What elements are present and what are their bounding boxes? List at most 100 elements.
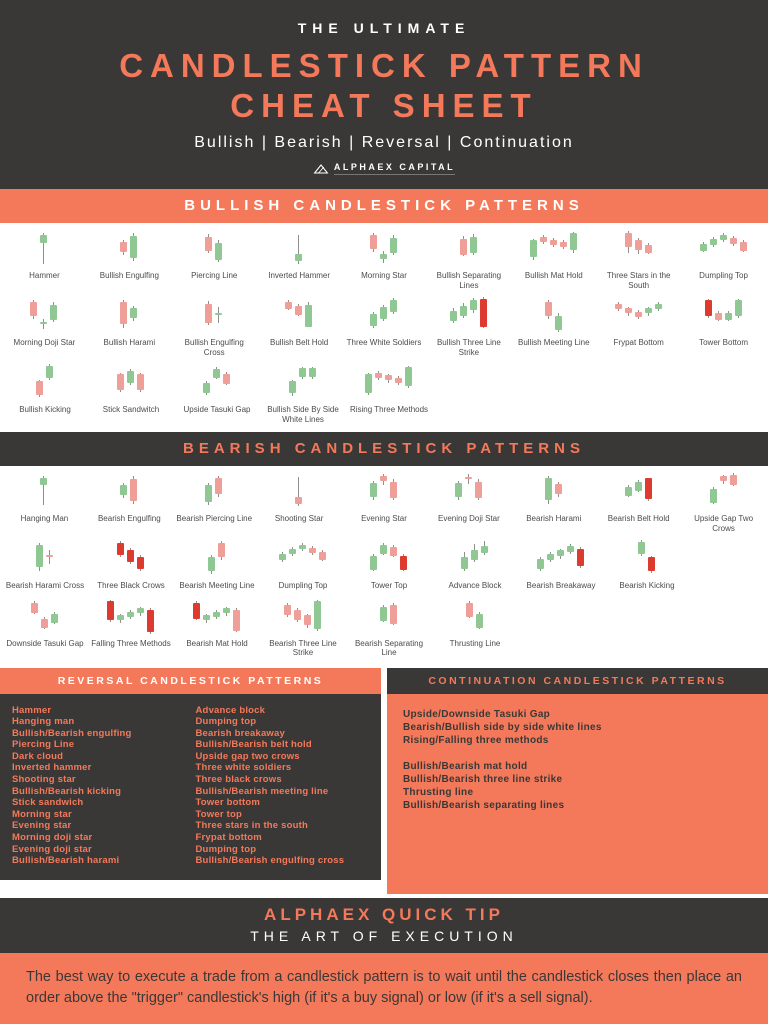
header-kicker: THE ULTIMATE — [297, 20, 471, 36]
candlestick-drawing — [465, 598, 485, 636]
pattern-cell: Shooting Star — [257, 470, 342, 537]
alphaex-logo: ALPHAEX CAPITAL — [0, 162, 768, 175]
list-item: Morning doji star — [12, 832, 93, 844]
pattern-cell: Thrusting Line — [432, 595, 518, 662]
pattern-cell: Rising Three Methods — [346, 361, 432, 428]
pattern-type-lists: REVERSAL CANDLESTICK PATTERNS Hammer Hang… — [0, 665, 768, 894]
pattern-cell: Bearish Three Line Strike — [260, 595, 346, 662]
pattern-cell: Stick Sandwitch — [88, 361, 174, 428]
reversal-panel-title: REVERSAL CANDLESTICK PATTERNS — [0, 667, 381, 694]
pattern-label: Three Stars in the South — [606, 271, 671, 290]
continuation-panel: CONTINUATION CANDLESTICK PATTERNS Upside… — [387, 667, 768, 894]
pattern-label: Upside Gap Two Crows — [694, 514, 754, 533]
continuation-panel-body: Upside/Downside Tasuki Gap Bearish/Bullis… — [387, 693, 768, 894]
pattern-cell: Three White Soldiers — [342, 294, 427, 361]
pattern-cell: Three Stars in the South — [596, 227, 681, 294]
pattern-label: Tower Top — [370, 581, 408, 590]
candlestick-drawing — [202, 364, 232, 402]
list-item: Three black crows — [195, 774, 282, 786]
triangle-logo-icon — [313, 163, 329, 175]
candlestick-drawing — [204, 473, 224, 511]
bearish-patterns-grid: Hanging Man Bearish Engulfing Bearish Pier… — [0, 466, 768, 666]
list-item: Bullish/Bearish kicking — [12, 785, 122, 797]
pattern-label: Bearish Three Line Strike — [269, 638, 337, 658]
pattern-cell: Evening Doji Star — [426, 470, 511, 537]
pattern-cell: Bullish Engulfing Cross — [172, 294, 257, 361]
pattern-cell: Downside Tasuki Gap — [2, 595, 88, 662]
list-item: Bullish/Bearish three line strike — [403, 773, 563, 785]
pattern-label: Bullish Meeting Line — [517, 338, 590, 347]
continuation-list-group-2: Bullish/Bearish mat hold Bullish/Bearish … — [403, 760, 752, 812]
page-title: CANDLESTICK PATTERN CHEAT SHEET — [0, 46, 768, 126]
list-item: Inverted hammer — [12, 762, 92, 774]
candlestick-drawing — [204, 230, 224, 268]
pattern-label: Bearish Kicking — [619, 581, 675, 590]
pattern-label: Bullish Engulfing Cross — [184, 338, 244, 357]
pattern-label: Tower Bottom — [699, 338, 749, 347]
title-line-2: CHEAT SHEET — [230, 87, 538, 124]
quick-tip-header: ALPHAEX QUICK TIP THE ART OF EXECUTION — [0, 897, 768, 953]
pattern-cell: Bullish Engulfing — [87, 227, 172, 294]
pattern-label: Hanging Man — [20, 514, 69, 523]
pattern-cell: Three Black Crows — [88, 537, 174, 595]
pattern-label: Downside Tasuki Gap — [6, 638, 84, 648]
candlestick-drawing — [119, 473, 139, 511]
candlestick-drawing — [294, 473, 304, 511]
pattern-label: Bullish Harami — [103, 338, 156, 347]
candlestick-drawing — [369, 473, 399, 511]
pattern-label: Upside Tasuki Gap — [183, 405, 251, 414]
candlestick-drawing — [106, 598, 156, 636]
pattern-label: Bullish Separating Lines — [436, 271, 502, 290]
candlestick-drawing — [369, 540, 409, 578]
list-item: Bearish breakaway — [195, 727, 285, 739]
candlestick-drawing — [278, 540, 328, 578]
pattern-cell: Hanging Man — [2, 470, 87, 537]
list-item: Bullish/Bearish harami — [12, 855, 120, 867]
candlestick-drawing — [459, 230, 479, 268]
list-item: Morning star — [12, 808, 72, 820]
pattern-cell: Evening Star — [342, 470, 427, 537]
pattern-cell: Hammer — [2, 227, 87, 294]
pattern-cell: Bearish Harami Cross — [2, 537, 88, 595]
pattern-label: Bearish Separating Line — [354, 638, 424, 658]
list-item: Tower top — [195, 808, 242, 820]
list-item: Bullish/Bearish belt hold — [195, 739, 312, 751]
pattern-cell: Inverted Hammer — [257, 227, 342, 294]
bearish-section-banner: BEARISH CANDLESTICK PATTERNS — [0, 432, 768, 466]
reversal-panel-body: Hammer Hanging man Bullish/Bearish engulfi… — [0, 693, 381, 880]
candlestick-drawing — [536, 540, 586, 578]
list-item: Evening star — [12, 820, 72, 832]
list-item: Three stars in the south — [195, 820, 308, 832]
title-line-1: CANDLESTICK PATTERN — [119, 47, 649, 84]
list-item: Dumping top — [195, 716, 257, 728]
list-item: Rising/Falling three methods — [403, 734, 549, 746]
pattern-label: Dumpling Top — [278, 581, 328, 590]
candlestick-drawing — [294, 230, 304, 268]
candlestick-drawing — [624, 473, 654, 511]
list-item: Hanging man — [12, 716, 75, 728]
list-item: Tower bottom — [195, 797, 260, 809]
candlestick-drawing — [207, 540, 227, 578]
pattern-label: Hammer — [29, 271, 60, 280]
pattern-label: Bearish Breakaway — [526, 581, 596, 590]
list-item: Shooting star — [12, 774, 76, 786]
pattern-cell: Bearish Breakaway — [518, 537, 604, 595]
pattern-cell: Bearish Separating Line — [346, 595, 432, 662]
pattern-label: Rising Three Methods — [349, 405, 429, 414]
pattern-label: Morning Doji Star — [13, 338, 76, 347]
pattern-cell: Dumpling Top — [260, 537, 346, 595]
pattern-label: Thrusting Line — [449, 638, 501, 648]
candlestick-drawing — [35, 540, 55, 578]
pattern-cell: Bullish Side By Side White Lines — [260, 361, 346, 428]
pattern-label: Frypat Bottom — [613, 338, 664, 347]
header: THE ULTIMATE CANDLESTICK PATTERN CHEAT S… — [0, 0, 768, 189]
list-item: Bullish/Bearish engulfing cross — [195, 855, 345, 867]
candlestick-drawing — [709, 473, 739, 511]
pattern-label: Evening Doji Star — [437, 514, 500, 523]
pattern-cell: Bearish Harami — [511, 470, 596, 537]
candlestick-drawing — [637, 540, 657, 578]
pattern-cell: Bullish Three Line Strike — [426, 294, 511, 361]
candlestick-drawing — [704, 297, 744, 335]
candlestick-drawing — [364, 364, 414, 402]
